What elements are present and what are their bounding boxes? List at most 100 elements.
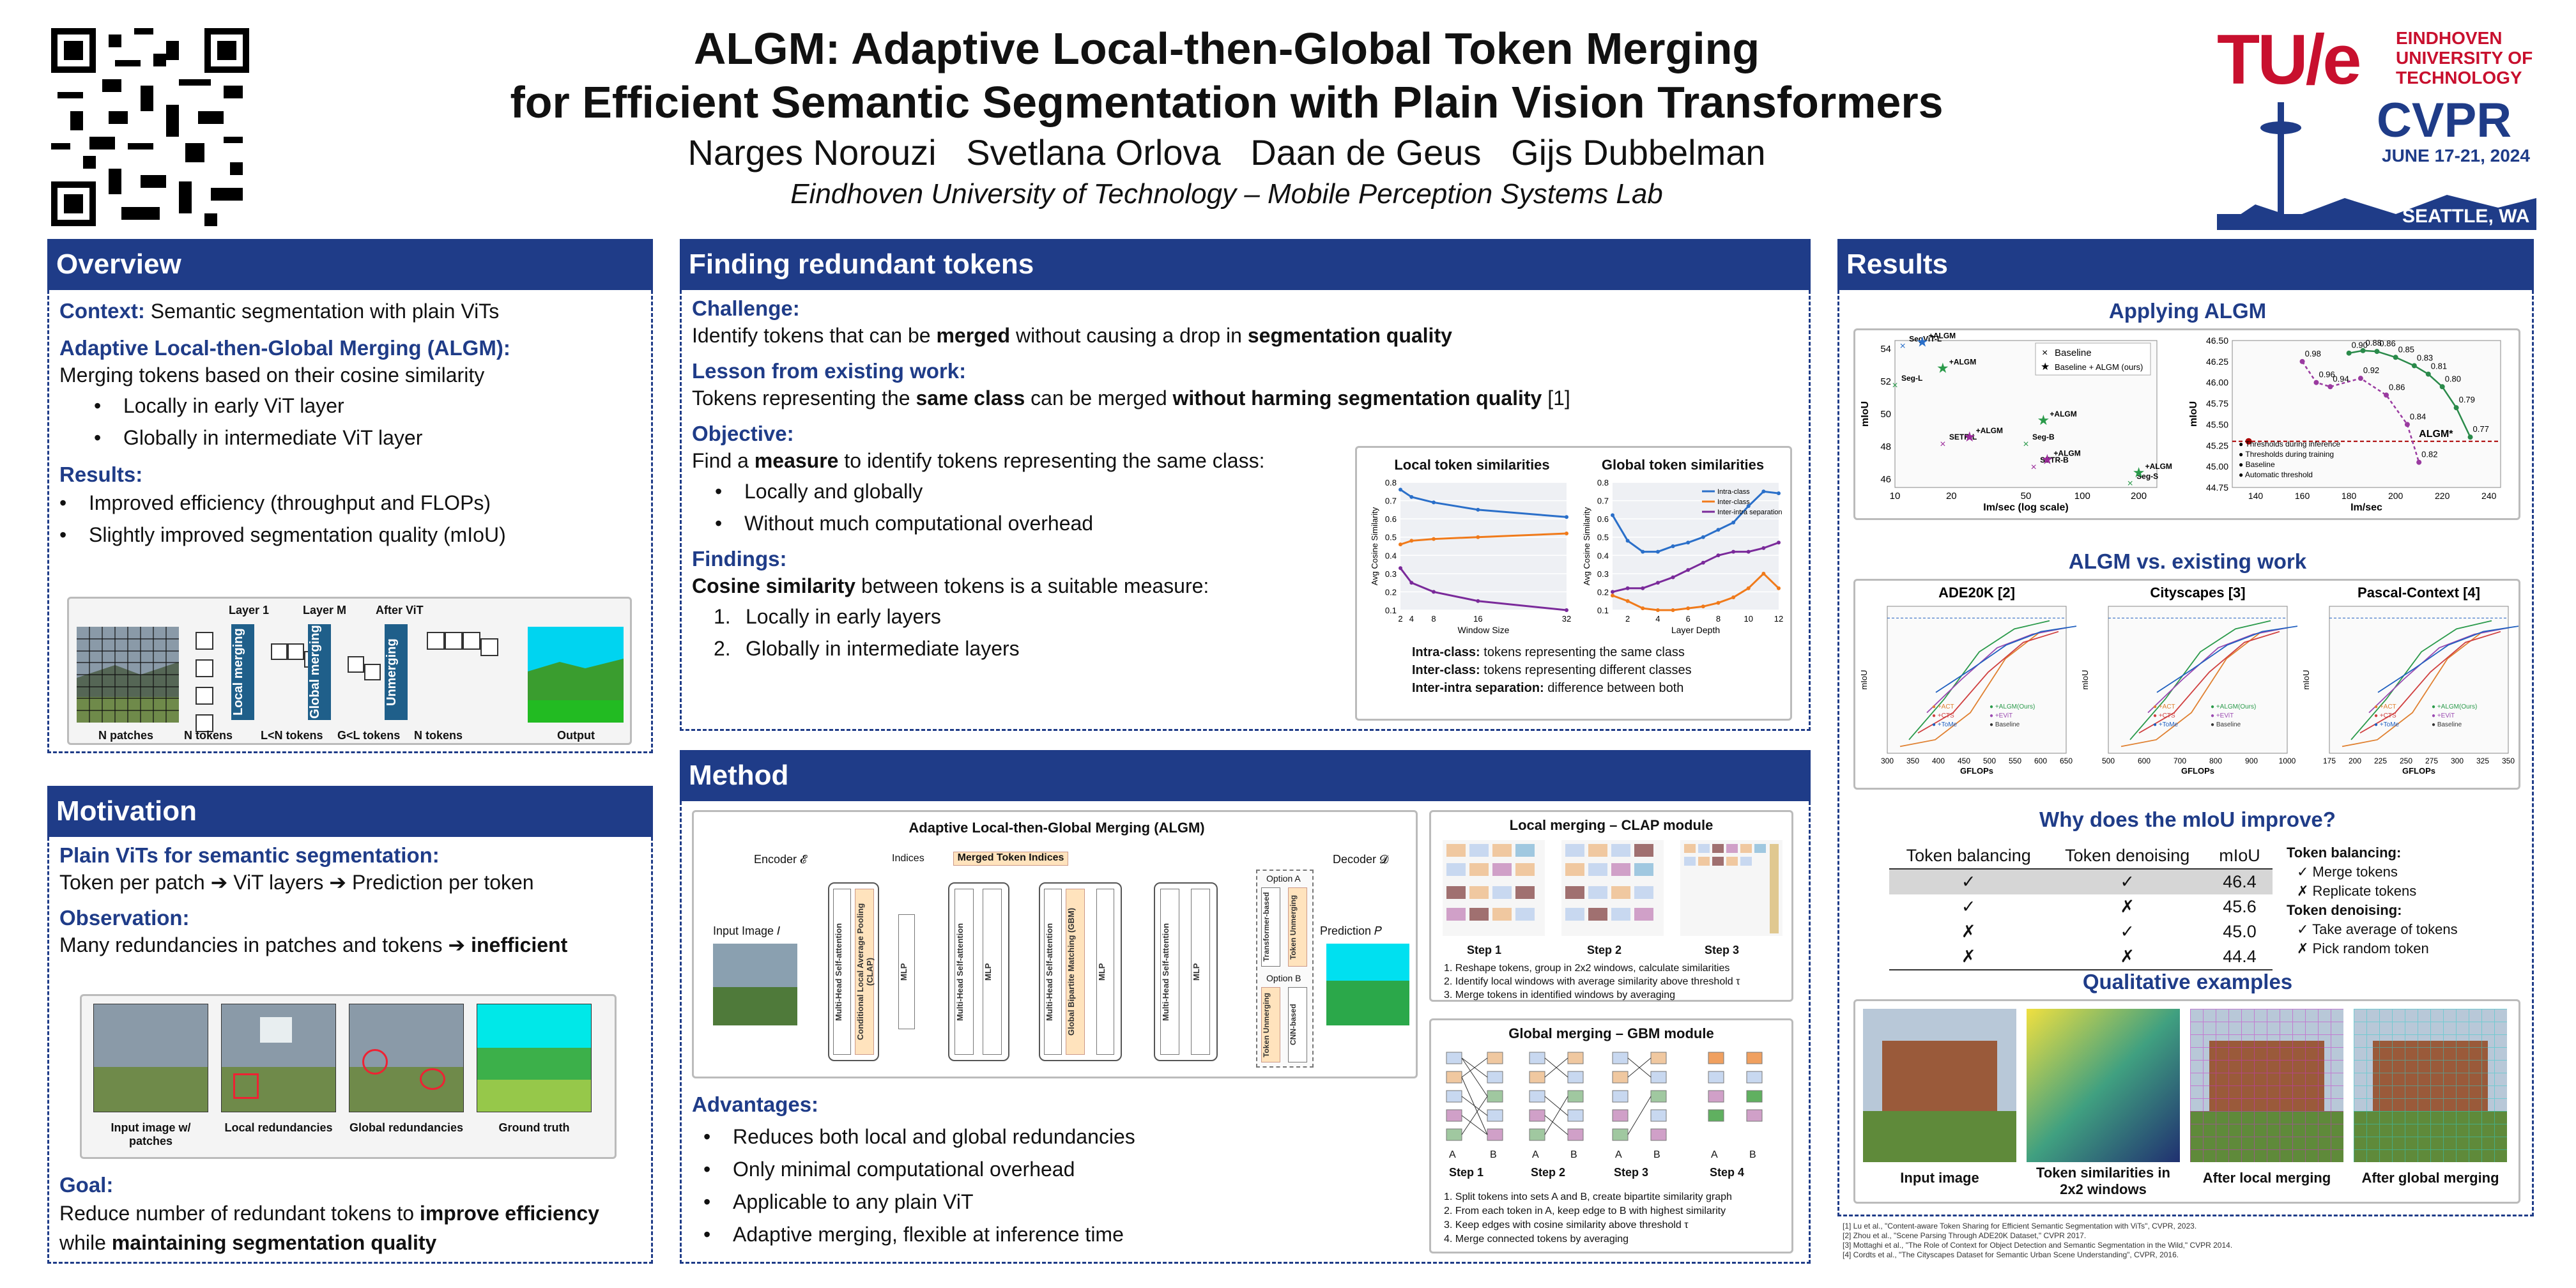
data-point — [1476, 507, 1480, 512]
y-tick-label: 44.75 — [2206, 482, 2228, 493]
x-tick-label: 650 — [2060, 756, 2073, 765]
explain-heading: Token balancing: — [2287, 845, 2402, 861]
svg-text:B: B — [1749, 1149, 1756, 1160]
point-label: 0.94 — [2333, 374, 2349, 383]
data-point — [2384, 392, 2389, 398]
y-tick-label: 0.2 — [1597, 587, 1609, 597]
caption-g-tokens: G<L tokens — [337, 729, 401, 742]
y-axis-label: mIoU — [2080, 670, 2090, 689]
data-point — [2299, 358, 2305, 364]
baseline-point: × — [2030, 462, 2036, 473]
algm-point: ★ — [2133, 464, 2145, 480]
table-cell: ✗ — [2120, 897, 2135, 916]
svg-text:A: A — [1532, 1149, 1539, 1160]
data-point — [1625, 539, 1630, 543]
y-tick-label: 0.7 — [1385, 496, 1397, 506]
caption-n-tokens-out: N tokens — [414, 729, 463, 742]
data-point — [1565, 532, 1568, 535]
algm-label: Adaptive Local-then-Global Merging (ALGM… — [59, 336, 510, 360]
point-label: SegViT-L — [1909, 335, 1942, 344]
data-point — [1641, 606, 1645, 611]
y-tick-label: 0.3 — [1385, 569, 1397, 579]
data-point — [1655, 608, 1660, 612]
legend-label: ● +CTS — [2153, 712, 2175, 719]
mlp-block: MLP — [1096, 889, 1114, 1055]
svg-text:B: B — [1653, 1149, 1660, 1160]
data-point — [1399, 487, 1402, 492]
goal-label: Goal: — [59, 1173, 114, 1197]
ground-truth-thumb — [477, 1004, 592, 1112]
explain-item: ✗ Replicate tokens — [2297, 883, 2417, 899]
local-redundancies-caption: Local redundancies — [224, 1121, 333, 1134]
table-row: ✗ ✗ 44.4 — [1889, 944, 2273, 970]
global-similarity-chart: 0.1 0.2 0.3 0.4 0.5 0.6 0.7 0.8 2 4 6 8 10 12 Layer De… — [1582, 478, 1783, 635]
mhsa-block: Multi-Head Self-attention — [1160, 889, 1179, 1055]
data-point — [1686, 568, 1690, 572]
y-tick-label: 46 — [1880, 474, 1891, 485]
x-tick-label: 350 — [1906, 756, 1919, 765]
method-prediction-image — [1326, 944, 1409, 1025]
data-point — [1671, 608, 1675, 612]
x-axis-label: Window Size — [1458, 625, 1510, 635]
qual-global-merging — [2354, 1009, 2507, 1162]
plot-area — [2329, 606, 2509, 754]
point-label: +ALGM — [2053, 449, 2080, 458]
annotation: ALGM* — [2419, 429, 2453, 440]
data-point — [1777, 491, 1781, 496]
point-label: 0.92 — [2363, 365, 2379, 375]
x-tick-label: 2 — [1625, 614, 1630, 624]
point-label: 0.77 — [2473, 424, 2489, 434]
table-cell: 45.0 — [2223, 922, 2257, 941]
table-cell: ✗ — [2120, 947, 2135, 966]
data-point — [1409, 539, 1414, 543]
algm-bullet: Locally in early ViT layer — [94, 390, 641, 422]
cityscapes-chart: Cityscapes [3] 500 600 700 800 900 1000 GFLOPs m… — [2080, 585, 2297, 776]
svg-text:B: B — [1570, 1149, 1577, 1160]
qual-caption: Token similarities in 2x2 windows — [2036, 1165, 2170, 1197]
data-point — [1565, 608, 1568, 612]
data-point — [1731, 595, 1736, 599]
y-axis-label: mIoU — [1859, 670, 1869, 689]
x-axis-label: GFLOPs — [2402, 766, 2435, 776]
x-tick-label: 50 — [2021, 491, 2032, 502]
gbm-step: Step 1 — [1449, 1166, 1484, 1179]
y-tick-label: 0.3 — [1597, 569, 1609, 579]
gbm-step: Step 4 — [1710, 1166, 1745, 1179]
x-tick-label: 20 — [1946, 491, 1957, 502]
caption-l-tokens: L<N tokens — [261, 729, 323, 742]
point-label: Seg-L — [1901, 374, 1922, 383]
cvpr-name: CVPR — [2377, 93, 2512, 148]
finding-panel: Challenge: Identify tokens that can be m… — [680, 290, 1811, 731]
layer-1-label: Layer 1 — [229, 604, 270, 617]
y-tick-label: 50 — [1880, 409, 1891, 420]
x-tick-label: 10 — [1890, 491, 1901, 502]
x-tick-label: 500 — [1983, 756, 1996, 765]
cvpr-dates: JUNE 17-21, 2024 — [2382, 146, 2530, 165]
data-point — [1625, 599, 1630, 603]
caption-output: Output — [557, 729, 595, 742]
gbm-title: Global merging – GBM module — [1508, 1025, 1714, 1041]
y-tick-label: 0.8 — [1597, 478, 1609, 487]
y-tick-label: 46.25 — [2206, 356, 2228, 367]
plot-area — [1400, 482, 1567, 610]
caption-n-tokens: N tokens — [184, 729, 233, 742]
legend-label: Baseline + ALGM (ours) — [2055, 362, 2143, 372]
table-row: ✓ ✓ 46.4 — [1889, 869, 2273, 894]
baseline-point: × — [2127, 478, 2133, 489]
explain-heading: Token denoising: — [2287, 902, 2402, 918]
output-segmentation — [528, 627, 624, 723]
y-tick-label: 0.4 — [1385, 551, 1397, 560]
legend-label: ● Thresholds during inference — [2239, 440, 2340, 448]
data-point — [2346, 350, 2352, 356]
after-vit-label: After ViT — [376, 604, 424, 617]
algm-text: Merging tokens based on their cosine sim… — [59, 364, 485, 387]
data-point — [1611, 513, 1614, 518]
objective-label: Objective: — [692, 422, 794, 445]
objective-text: Find a — [692, 449, 755, 472]
table-header: mIoU — [2219, 846, 2260, 865]
comparison-figure: ADE20K [2] 300 350 400 450 500 550 600 650 GFLOPs… — [1853, 579, 2520, 790]
x-tick-label: 250 — [2400, 756, 2412, 765]
data-point — [1701, 604, 1705, 609]
objective-bullet: Without much computational overhead — [715, 507, 1798, 539]
x-tick-label: 600 — [2138, 756, 2150, 765]
